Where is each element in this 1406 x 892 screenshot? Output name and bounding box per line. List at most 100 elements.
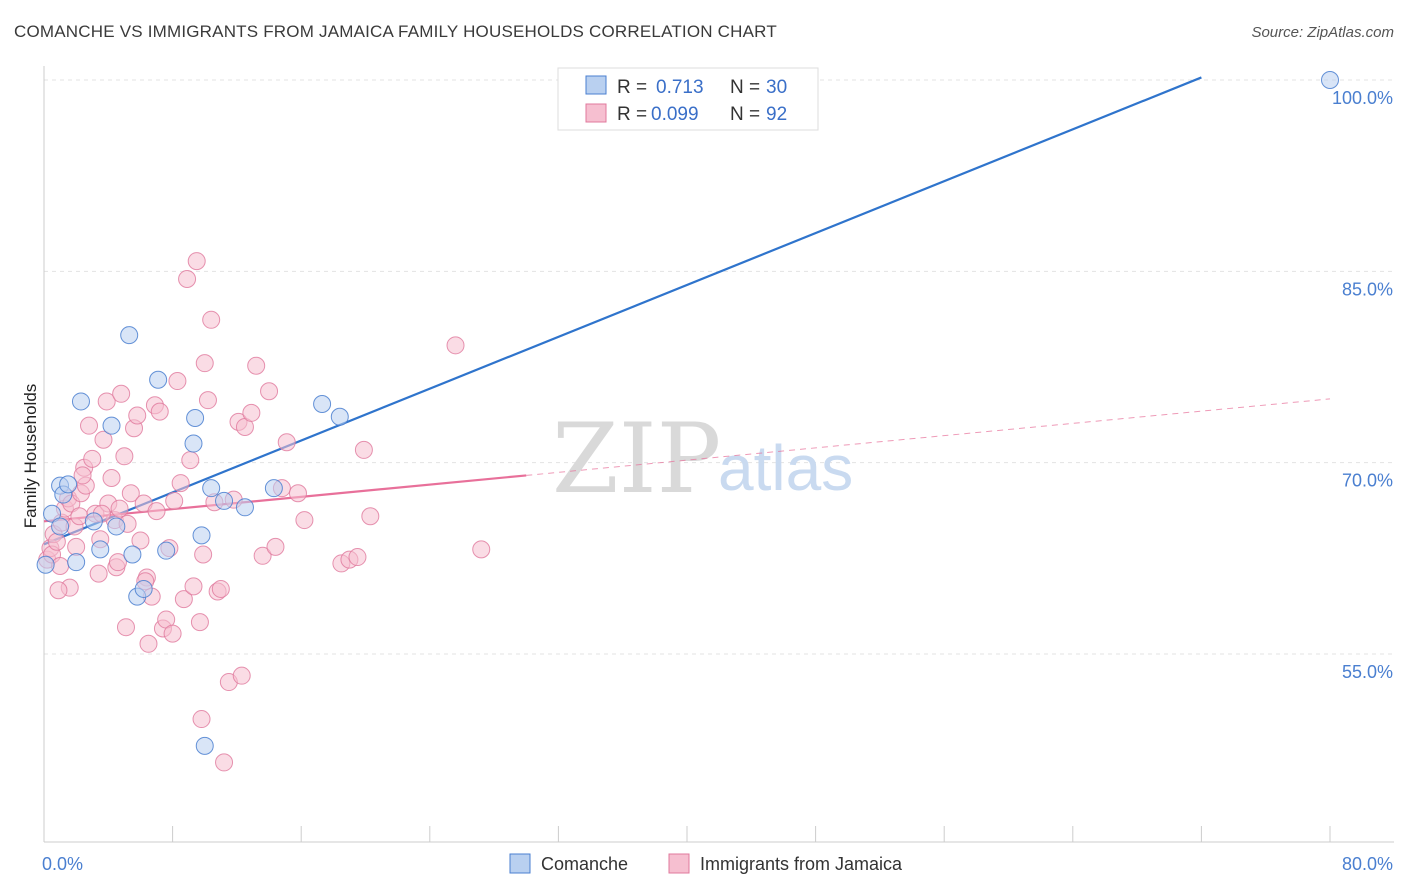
watermark-zip: ZIP [552, 403, 721, 515]
point-jamaica-59 [202, 310, 221, 329]
point-comanche-4 [59, 475, 78, 494]
point-jamaica-91 [116, 618, 135, 637]
x-tick-label-1: 80.0% [1342, 854, 1393, 874]
point-jamaica-80 [354, 440, 373, 459]
bottom-legend-swatch-comanche [509, 853, 531, 874]
point-jamaica-69 [247, 356, 266, 375]
x-tick-label-0: 0.0% [42, 854, 83, 874]
point-jamaica-76 [295, 511, 314, 530]
point-jamaica-81 [361, 507, 380, 526]
chart-title: COMANCHE VS IMMIGRANTS FROM JAMAICA FAMI… [14, 22, 777, 41]
y-axis-label: Family Households [21, 384, 40, 529]
point-jamaica-28 [110, 499, 129, 518]
point-jamaica-79 [348, 548, 367, 567]
legend-n-label-2: N = [730, 104, 760, 125]
bottom-legend-label-jamaica: Immigrants from Jamaica [700, 854, 903, 874]
point-jamaica-62 [211, 579, 230, 598]
point-jamaica-56 [194, 545, 213, 564]
point-jamaica-57 [195, 354, 214, 373]
bottom-legend-label-comanche: Comanche [541, 854, 628, 874]
point-jamaica-48 [168, 372, 187, 391]
point-jamaica-53 [184, 577, 203, 596]
point-jamaica-84 [192, 710, 211, 729]
point-comanche-21 [264, 479, 283, 498]
gridlines [44, 79, 1394, 655]
legend-r-value-2: 0.099 [651, 104, 699, 125]
point-comanche-1 [43, 504, 62, 523]
point-jamaica-72 [266, 537, 285, 556]
point-jamaica-74 [277, 433, 296, 452]
point-jamaica-51 [178, 269, 197, 288]
point-jamaica-52 [181, 451, 200, 470]
point-comanche-8 [102, 416, 121, 435]
trendline-comanche [43, 76, 1202, 546]
point-jamaica-11 [67, 537, 86, 556]
point-jamaica-46 [163, 624, 182, 643]
point-jamaica-27 [108, 553, 127, 572]
y-tick-label-1: 70.0% [1342, 471, 1393, 491]
point-comanche-22 [313, 394, 332, 413]
point-jamaica-63 [215, 753, 234, 772]
legend-r-label-2: R = [617, 104, 647, 125]
point-jamaica-68 [242, 403, 261, 422]
point-comanche-13 [134, 579, 153, 598]
point-jamaica-19 [89, 564, 108, 583]
point-comanche-18 [202, 479, 221, 498]
point-jamaica-75 [288, 484, 307, 503]
source-credit: Source: ZipAtlas.com [1251, 24, 1394, 41]
bottom-legend-swatch-jamaica [668, 853, 690, 874]
legend-r-label-1: R = [617, 77, 647, 98]
point-comanche-14 [149, 370, 168, 389]
point-comanche-26 [195, 736, 214, 755]
point-jamaica-88 [49, 581, 68, 600]
legend-swatch-pink [585, 103, 607, 123]
point-comanche-25 [1321, 71, 1339, 89]
point-jamaica-82 [446, 336, 465, 355]
point-comanche-6 [84, 512, 103, 531]
point-jamaica-86 [73, 466, 92, 485]
point-jamaica-54 [187, 252, 206, 271]
point-comanche-28 [51, 517, 70, 536]
point-comanche-0 [36, 555, 55, 574]
point-jamaica-47 [165, 491, 184, 510]
point-jamaica-58 [198, 391, 217, 410]
point-comanche-27 [67, 553, 86, 572]
correlation-legend: R = 0.713 N = 30 R = 0.099 N = 92 [557, 67, 819, 131]
axes [43, 66, 1394, 843]
legend-n-value-2: 92 [766, 104, 787, 125]
point-comanche-16 [186, 409, 205, 428]
watermark-atlas: atlas [718, 432, 853, 504]
point-jamaica-42 [150, 402, 169, 421]
point-jamaica-55 [190, 613, 209, 632]
trendline-jamaica-extended [526, 398, 1331, 476]
point-comanche-17 [192, 526, 211, 545]
point-jamaica-49 [171, 474, 190, 493]
point-comanche-20 [235, 498, 254, 517]
point-jamaica-38 [139, 634, 158, 653]
data-points [36, 71, 1339, 772]
legend-r-value-1: 0.713 [656, 77, 704, 98]
point-jamaica-83 [472, 540, 491, 559]
point-comanche-11 [123, 545, 142, 564]
point-comanche-15 [157, 541, 176, 560]
point-comanche-9 [107, 517, 126, 536]
point-jamaica-32 [121, 484, 140, 503]
point-jamaica-71 [260, 382, 279, 401]
x-tick-labels: 0.0% 80.0% [42, 854, 1393, 874]
point-comanche-23 [330, 407, 349, 426]
point-jamaica-35 [131, 531, 150, 550]
point-comanche-29 [184, 434, 203, 453]
point-jamaica-22 [97, 392, 116, 411]
legend-n-label-1: N = [730, 77, 760, 98]
y-tick-labels: 55.0% 70.0% 85.0% 100.0% [1332, 88, 1393, 682]
legend-swatch-blue [585, 75, 607, 95]
point-jamaica-29 [112, 384, 131, 403]
point-jamaica-17 [83, 449, 102, 468]
legend-n-value-1: 30 [766, 77, 787, 98]
point-comanche-19 [215, 491, 234, 510]
point-comanche-5 [71, 392, 90, 411]
y-tick-label-0: 55.0% [1342, 662, 1393, 682]
point-jamaica-34 [128, 406, 147, 425]
series-legend: Comanche Immigrants from Jamaica [509, 853, 903, 874]
point-jamaica-16 [80, 416, 99, 435]
